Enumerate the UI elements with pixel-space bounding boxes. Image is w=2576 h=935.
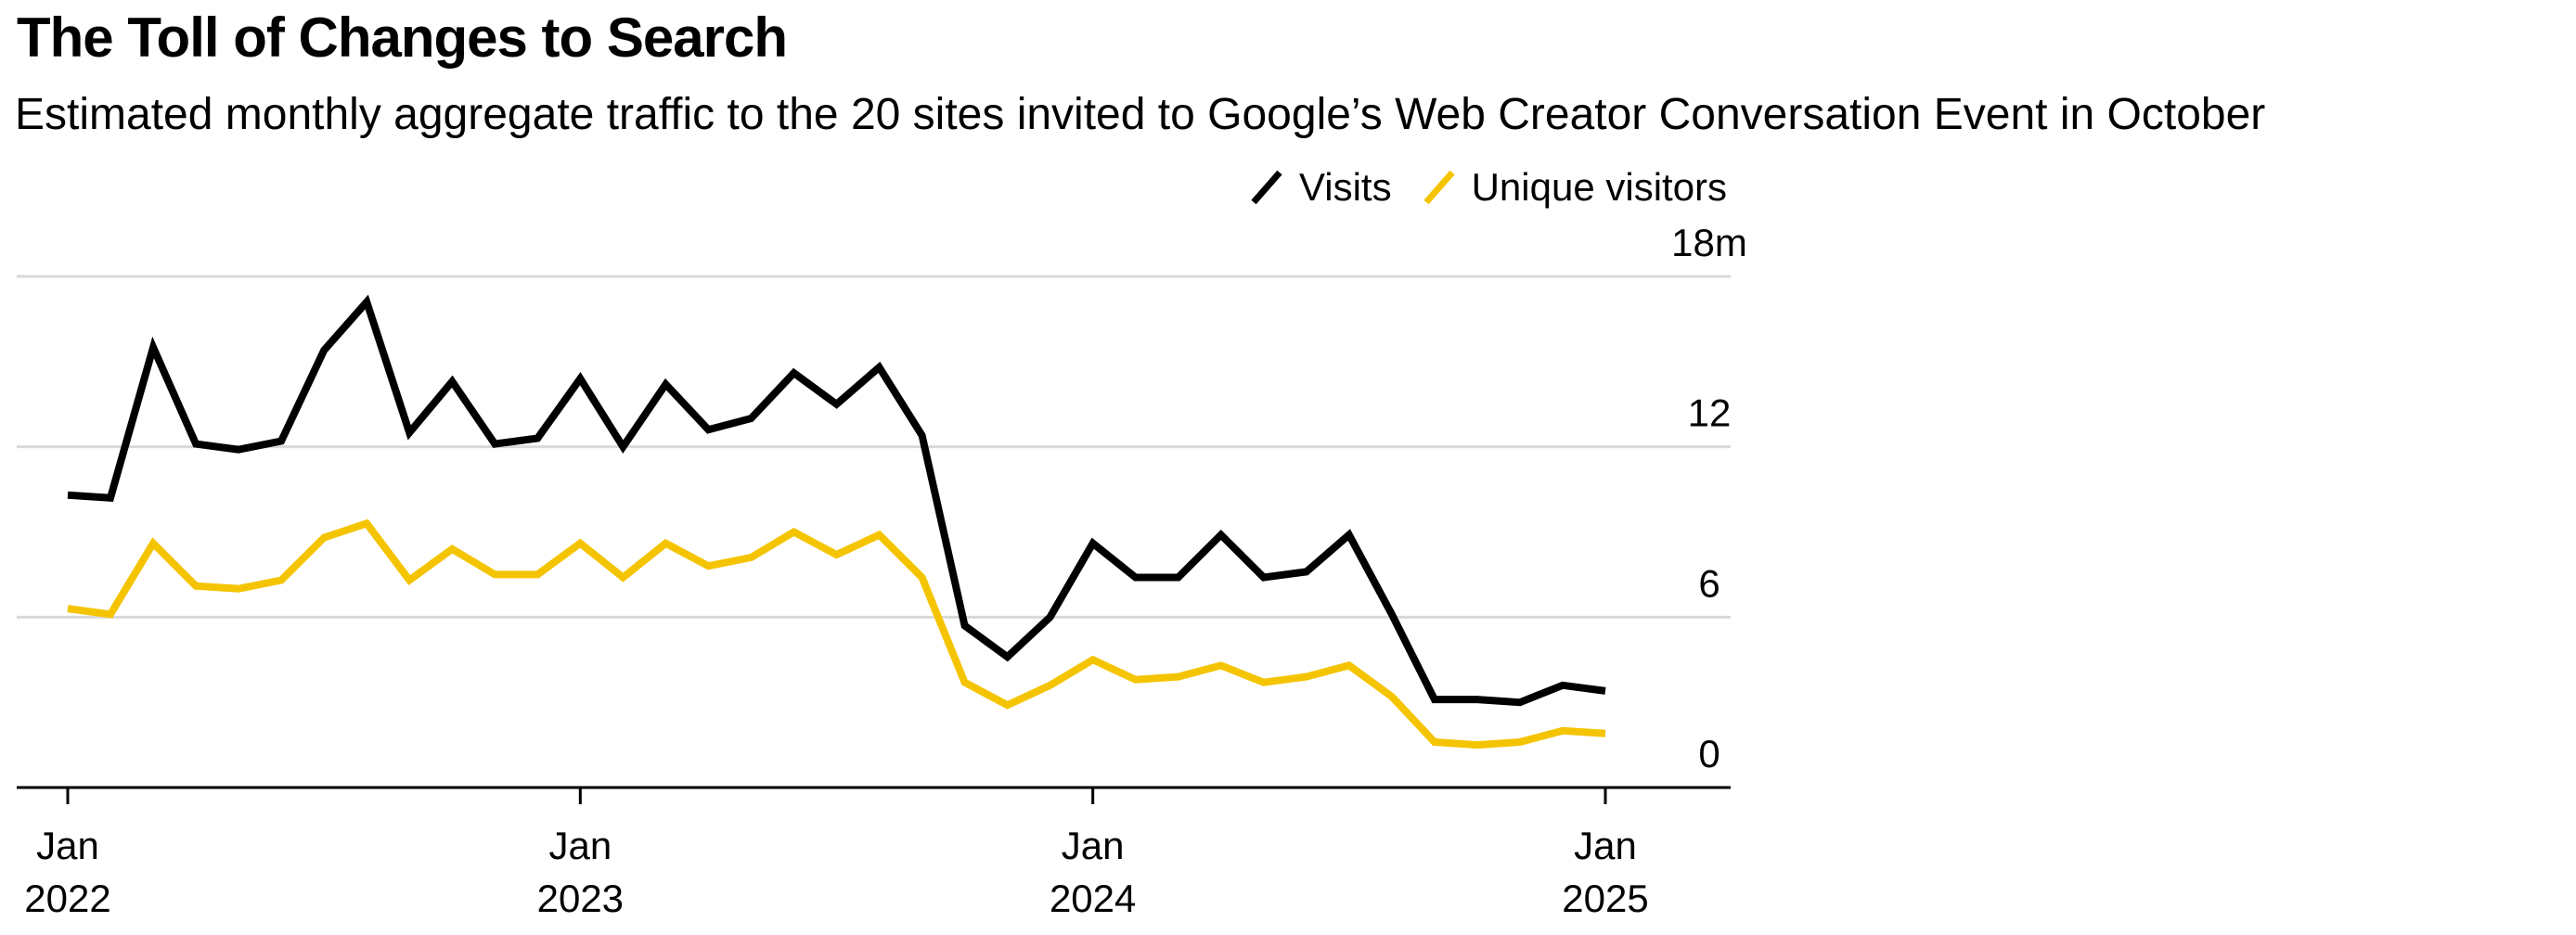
x-tick-label-year: 2025 bbox=[1562, 877, 1648, 920]
x-tick-label-year: 2024 bbox=[1050, 877, 1136, 920]
legend-item-unique-visitors: Unique visitors bbox=[1423, 165, 1727, 210]
legend-label-visits: Visits bbox=[1299, 165, 1392, 209]
x-tick-label-month: Jan bbox=[548, 824, 612, 867]
legend-label-unique-visitors: Unique visitors bbox=[1471, 165, 1728, 209]
legend-swatch-unique-visitors bbox=[1423, 170, 1455, 205]
y-tick-label: 18m bbox=[1671, 221, 1747, 264]
x-tick-label-month: Jan bbox=[1062, 824, 1125, 867]
chart-title: The Toll of Changes to Search bbox=[17, 6, 788, 69]
chart-subtitle: Estimated monthly aggregate traffic to t… bbox=[15, 90, 2266, 139]
y-tick-label: 0 bbox=[1698, 732, 1719, 775]
legend-swatch-visits bbox=[1251, 170, 1282, 205]
x-tick-label-month: Jan bbox=[36, 824, 99, 867]
series-line-unique-visitors bbox=[67, 519, 1606, 749]
x-tick-label-year: 2023 bbox=[537, 877, 624, 920]
chart-legend: Visits Unique visitors bbox=[1251, 165, 1758, 210]
series-line-visits bbox=[67, 294, 1606, 707]
legend-item-visits: Visits bbox=[1251, 165, 1392, 210]
y-tick-label: 6 bbox=[1698, 561, 1719, 605]
y-tick-label: 12 bbox=[1688, 391, 1732, 435]
x-tick-label-year: 2022 bbox=[24, 877, 110, 920]
x-tick-label-month: Jan bbox=[1574, 824, 1637, 867]
